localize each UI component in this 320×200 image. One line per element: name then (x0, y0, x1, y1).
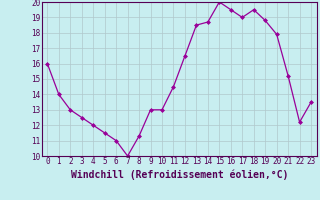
X-axis label: Windchill (Refroidissement éolien,°C): Windchill (Refroidissement éolien,°C) (70, 169, 288, 180)
